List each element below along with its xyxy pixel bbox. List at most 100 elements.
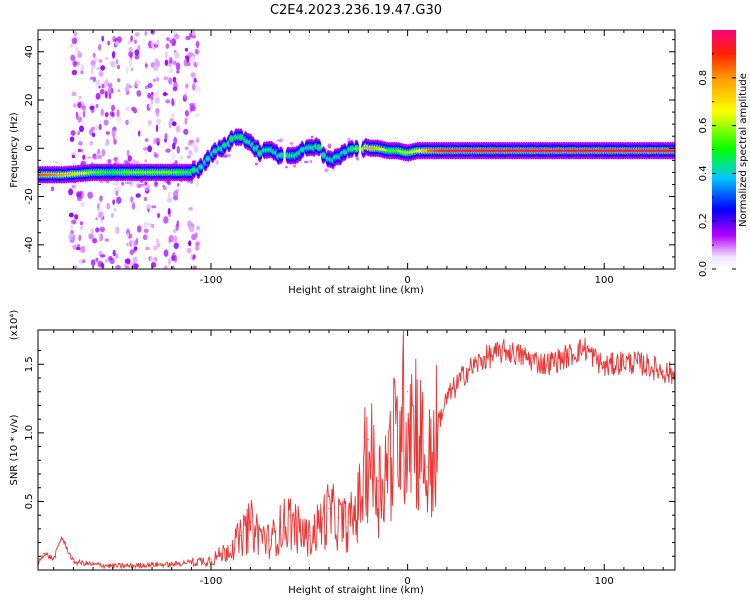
noise-speckle	[133, 179, 139, 187]
snr-point	[298, 528, 301, 530]
ridge-blob	[316, 146, 322, 149]
noise-speckle	[144, 61, 149, 70]
spectrogram-xtick-label: 100	[595, 275, 614, 286]
ridge-blob	[342, 151, 348, 154]
noise-speckle	[172, 60, 177, 65]
noise-speckle	[104, 91, 108, 99]
noise-speckle	[150, 94, 154, 101]
noise-speckle	[163, 249, 169, 257]
noise-speckle	[77, 102, 82, 109]
noise-speckle	[194, 112, 200, 118]
spectrogram-marks	[38, 30, 675, 269]
ridge-blob	[257, 152, 263, 155]
noise-speckle	[96, 66, 102, 71]
spectrogram-xlabel: Height of straight line (km)	[288, 285, 424, 296]
noise-speckle	[168, 57, 173, 64]
noise-speckle	[174, 160, 178, 165]
ridge-blob	[238, 136, 244, 139]
noise-speckle	[117, 78, 121, 83]
noise-speckle	[175, 124, 181, 133]
ridge-blob	[191, 168, 197, 172]
noise-speckle	[95, 103, 99, 108]
noise-speckle	[90, 126, 96, 131]
colorbar-ticks: 0.0 0.2 0.4 0.6 0.8	[698, 53, 736, 277]
noise-speckle	[111, 104, 115, 112]
noise-speckle	[144, 138, 149, 142]
noise-speckle	[80, 225, 84, 231]
noise-speckle	[96, 150, 100, 155]
noise-speckle	[98, 43, 102, 51]
noise-speckle	[125, 65, 129, 74]
noise-speckle	[184, 146, 189, 150]
snr-xtick-label: 0	[404, 576, 410, 587]
ridge-core	[374, 147, 381, 150]
noise-speckle	[71, 154, 76, 159]
noise-speckle	[112, 249, 116, 257]
noise-speckle	[145, 246, 151, 251]
noise-speckle	[68, 232, 73, 241]
noise-speckle	[143, 228, 149, 233]
noise-speckle	[75, 111, 79, 118]
noise-speckle	[168, 191, 171, 199]
noise-speckle	[185, 83, 189, 89]
noise-speckle	[116, 115, 122, 123]
snr-point	[289, 514, 291, 516]
noise-speckle	[193, 79, 198, 83]
noise-speckle	[190, 253, 194, 260]
noise-speckle	[123, 160, 128, 165]
ridge-blob	[221, 144, 227, 147]
noise-speckle	[95, 217, 98, 221]
noise-speckle	[94, 124, 99, 131]
noise-speckle	[101, 149, 106, 157]
snr-point	[259, 531, 261, 533]
snr-marks	[38, 330, 675, 570]
noise-speckle	[185, 35, 191, 41]
noise-speckle	[124, 265, 130, 269]
noise-speckle	[147, 145, 153, 153]
noise-speckle	[183, 92, 188, 99]
noise-speckle	[174, 33, 180, 40]
noise-speckle	[127, 181, 132, 185]
snr-point	[456, 384, 458, 386]
snr-point	[407, 391, 409, 393]
ridge-blob	[349, 147, 355, 150]
spectrogram-xtick-label: 0	[404, 275, 410, 286]
noise-speckle	[156, 39, 160, 47]
noise-speckle	[153, 151, 158, 158]
noise-speckle	[121, 181, 125, 186]
noise-speckle	[131, 202, 136, 210]
noise-speckle	[105, 139, 109, 147]
noise-speckle	[171, 255, 176, 262]
snr-point	[190, 561, 192, 563]
noise-speckle	[166, 37, 170, 41]
noise-speckle	[169, 67, 174, 74]
noise-speckle	[73, 31, 77, 37]
noise-speckle	[147, 92, 152, 99]
noise-speckle	[310, 135, 314, 139]
noise-speckle	[215, 160, 219, 165]
snr-point	[220, 552, 222, 555]
noise-speckle	[174, 51, 180, 59]
snr-multiplier: (x10⁴)	[9, 310, 20, 341]
snr-point	[131, 565, 133, 567]
noise-speckle	[183, 128, 189, 135]
snr-point	[446, 398, 448, 400]
spectrogram-ytick-label: 20	[24, 94, 35, 107]
noise-speckle	[80, 246, 86, 253]
snr-point	[466, 370, 468, 372]
noise-speckle	[147, 222, 152, 227]
noise-speckle	[76, 197, 83, 202]
noise-speckle	[279, 138, 283, 143]
noise-speckle	[95, 92, 101, 100]
noise-speckle	[191, 233, 197, 241]
noise-speckle	[173, 236, 179, 243]
snr-point	[53, 558, 55, 560]
snr-xlabel: Height of straight line (km)	[288, 585, 424, 596]
noise-speckle	[135, 193, 141, 198]
noise-speckle	[71, 152, 76, 156]
noise-speckle	[134, 54, 140, 60]
snr-point	[230, 544, 232, 546]
noise-speckle	[80, 202, 85, 207]
noise-speckle	[77, 117, 81, 123]
noise-speckle	[90, 67, 94, 75]
